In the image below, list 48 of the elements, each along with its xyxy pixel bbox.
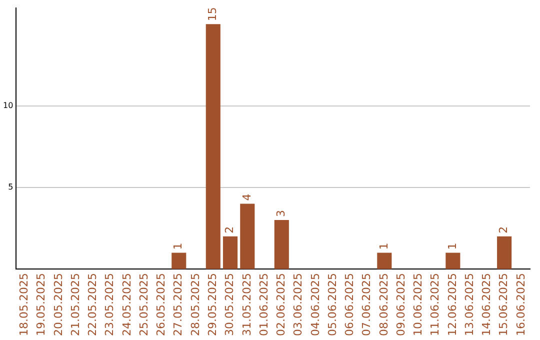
data-label: 1: [446, 242, 459, 250]
y-tick-label: 10: [2, 100, 14, 110]
data-label: 15: [206, 7, 220, 22]
y-tick-label: 5: [8, 182, 14, 192]
data-label: 4: [240, 194, 254, 201]
x-tick-label: 06.06.2025: [343, 273, 356, 336]
bar: [497, 236, 512, 270]
x-tick-label: 07.06.2025: [360, 273, 374, 336]
x-tick-label: 10.06.2025: [412, 273, 425, 336]
bar: [446, 252, 460, 270]
bar: [240, 204, 255, 270]
x-tick-label: 19.05.2025: [34, 273, 48, 336]
x-tick-label: 16.06.2025: [514, 273, 528, 336]
x-tick-label: 14.06.2025: [480, 273, 494, 336]
x-tick-label: 24.05.2025: [120, 273, 134, 336]
x-tick-label: 11.06.2025: [428, 273, 442, 336]
x-tick-label: 26.05.2025: [154, 273, 168, 336]
data-label: 1: [172, 242, 185, 250]
bar: [377, 252, 392, 270]
x-tick-label: 31.05.2025: [240, 273, 254, 336]
x-tick-label: 04.06.2025: [308, 273, 322, 336]
bar: [222, 236, 238, 270]
x-tick-label: 22.05.2025: [86, 273, 100, 336]
x-tick-label: 23.05.2025: [103, 273, 116, 336]
data-label: 1: [377, 242, 390, 250]
data-label: 3: [274, 210, 288, 218]
x-tick-label: 09.06.2025: [394, 273, 408, 336]
x-tick-label: 29.05.2025: [206, 273, 220, 336]
x-tick-label: 05.06.2025: [326, 273, 339, 336]
x-tick-label: 21.05.2025: [68, 273, 82, 336]
x-tick-label: 01.06.2025: [257, 273, 270, 336]
x-tick-label: 25.05.2025: [137, 273, 150, 336]
x-tick-label: 30.05.2025: [223, 273, 236, 336]
bar: [206, 24, 220, 270]
data-label: 2: [223, 226, 236, 234]
x-tick-label: 20.05.2025: [52, 273, 65, 336]
bar: [172, 252, 186, 270]
x-tick-label: 08.06.2025: [377, 273, 390, 336]
x-tick-label: 02.06.2025: [274, 273, 288, 336]
data-label: 2: [497, 226, 510, 234]
bar: [274, 220, 289, 270]
x-tick-label: 13.06.2025: [462, 273, 476, 336]
x-tick-label: 27.05.2025: [172, 273, 185, 336]
x-tick-label: 15.06.2025: [497, 273, 510, 336]
x-tick-label: 12.06.2025: [446, 273, 459, 336]
x-tick-label: 03.06.2025: [292, 273, 305, 336]
x-tick-label: 18.05.2025: [18, 273, 31, 336]
x-tick-label: 28.05.2025: [188, 273, 202, 336]
